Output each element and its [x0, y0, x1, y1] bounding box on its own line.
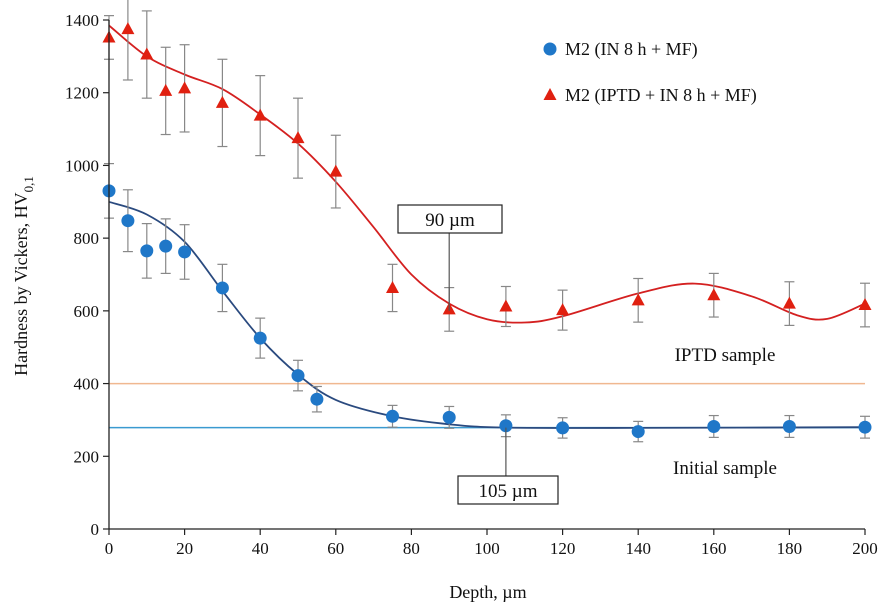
annotation-box-105 [457, 475, 559, 505]
data-point-series-1 [291, 369, 305, 383]
x-tick-label: 40 [252, 539, 269, 558]
x-tick-label: 0 [105, 539, 114, 558]
data-point-series-1 [386, 409, 399, 423]
annotation-box-90 [397, 204, 503, 234]
legend-marker-triangle [543, 88, 557, 100]
data-point-series-2 [159, 83, 173, 96]
data-point-series-1 [121, 214, 135, 228]
data-point-series-2 [329, 164, 343, 177]
y-tick-label: 800 [74, 229, 100, 248]
data-point-series-2 [253, 108, 267, 121]
data-point-series-1 [310, 392, 324, 406]
data-point-series-1 [858, 420, 872, 434]
data-point-series-2 [386, 280, 399, 293]
y-tick-label: 0 [91, 520, 100, 539]
data-point-series-1 [253, 331, 267, 345]
data-point-series-2 [707, 288, 721, 301]
x-tick-label: 180 [777, 539, 803, 558]
x-tick-label: 120 [550, 539, 576, 558]
data-point-series-2 [178, 81, 192, 94]
x-tick-label: 200 [852, 539, 878, 558]
x-tick-label: 160 [701, 539, 727, 558]
data-point-series-1 [631, 425, 645, 439]
x-tick-label: 20 [176, 539, 193, 558]
reference-label-initial: Initial sample [673, 458, 777, 479]
data-point-series-1 [782, 419, 796, 433]
data-point-series-2 [858, 298, 872, 311]
data-point-series-1 [140, 244, 154, 258]
legend-marker-circle [543, 42, 557, 56]
data-point-series-1 [442, 410, 456, 424]
data-point-series-2 [140, 47, 154, 60]
x-axis-label: Depth, µm [449, 582, 526, 602]
annotation-label-90: 90 µm [425, 210, 475, 231]
reference-lines [109, 382, 865, 429]
data-point-series-1 [178, 245, 192, 259]
data-point-series-1 [707, 419, 721, 433]
x-tick-label: 140 [625, 539, 651, 558]
annotation-label-105: 105 µm [479, 481, 538, 502]
data-point-series-2 [631, 293, 645, 306]
fit-curve-series-1 [108, 200, 866, 429]
x-tick-label: 60 [327, 539, 344, 558]
y-axis-label: Hardness by Vickers, HV0,1 [11, 176, 36, 376]
legend: M2 (IN 8 h + MF) M2 (IPTD + IN 8 h + MF) [543, 39, 757, 106]
legend-label-series-1: M2 (IN 8 h + MF) [565, 39, 698, 60]
data-point-series-2 [121, 22, 135, 35]
data-point-series-1 [556, 421, 570, 435]
y-tick-label: 600 [74, 302, 100, 321]
y-tick-label: 200 [74, 447, 100, 466]
y-tick-label: 400 [74, 375, 100, 394]
data-point-series-2 [782, 296, 796, 309]
x-tick-label: 100 [474, 539, 500, 558]
reference-label-iptd: IPTD sample [675, 345, 776, 366]
data-point-series-2 [556, 303, 570, 316]
y-tick-label: 1200 [65, 84, 99, 103]
annotations: 90 µm 105 µm [397, 204, 559, 505]
y-tick-label: 1000 [65, 156, 99, 175]
data-point-series-2 [215, 95, 229, 108]
x-tick-label: 80 [403, 539, 420, 558]
legend-label-series-2: M2 (IPTD + IN 8 h + MF) [565, 85, 757, 106]
data-point-series-1 [499, 419, 513, 433]
data-point-series-2 [291, 131, 305, 144]
data-point-series-1 [215, 281, 229, 295]
data-point-series-2 [499, 299, 513, 312]
data-point-series-1 [159, 239, 173, 253]
axes: 0 20 40 60 80 100 120 140 160 180 200 0 200 400 600 800… [65, 11, 878, 558]
y-tick-label: 1400 [65, 11, 99, 30]
